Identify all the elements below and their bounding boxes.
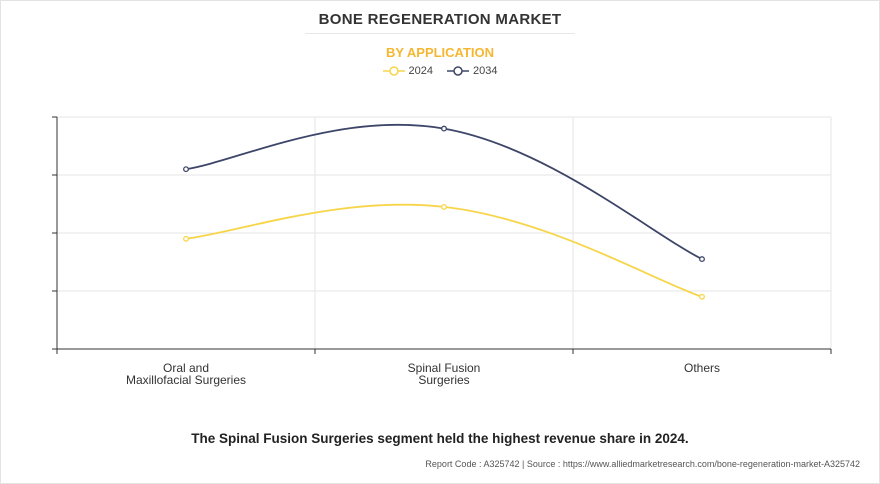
- title-divider: [305, 33, 575, 34]
- source-note: Report Code : A325742 | Source : https:/…: [425, 459, 860, 469]
- x-tick-label: Oral and Maxillofacial Surgeries: [126, 361, 246, 387]
- legend: 2024 2034: [0, 65, 880, 77]
- x-tick-label-line: Maxillofacial Surgeries: [126, 373, 246, 387]
- x-tick-label-line: Others: [684, 361, 720, 375]
- x-tick-label: Spinal Fusion Surgeries: [408, 361, 481, 387]
- x-tick-label-line: Spinal Fusion: [408, 361, 481, 375]
- data-point-2024: [699, 293, 705, 300]
- x-tick-label: Others: [684, 361, 720, 375]
- x-tick-label-line: Oral and: [163, 361, 209, 375]
- series-line-2034: [185, 123, 703, 260]
- legend-label-2024: 2024: [408, 65, 433, 77]
- legend-item-2034[interactable]: 2034: [447, 65, 497, 77]
- data-point-2024: [441, 203, 447, 210]
- legend-item-2024[interactable]: 2024: [382, 65, 433, 77]
- x-tick-label-line: Surgeries: [418, 373, 469, 387]
- chart-title: BONE REGENERATION MARKET: [318, 11, 562, 28]
- series-line-2024: [185, 203, 703, 298]
- legend-label-2034: 2034: [473, 65, 498, 77]
- chart-subtitle: BY APPLICATION: [385, 45, 495, 60]
- data-point-2024: [183, 235, 189, 242]
- data-point-2034: [183, 166, 189, 173]
- chart-caption: The Spinal Fusion Surgeries segment held…: [191, 431, 689, 446]
- legend-marker-2034: [447, 66, 469, 76]
- data-point-2034: [441, 125, 447, 132]
- legend-marker-2024: [382, 66, 405, 76]
- data-point-2034: [699, 256, 705, 263]
